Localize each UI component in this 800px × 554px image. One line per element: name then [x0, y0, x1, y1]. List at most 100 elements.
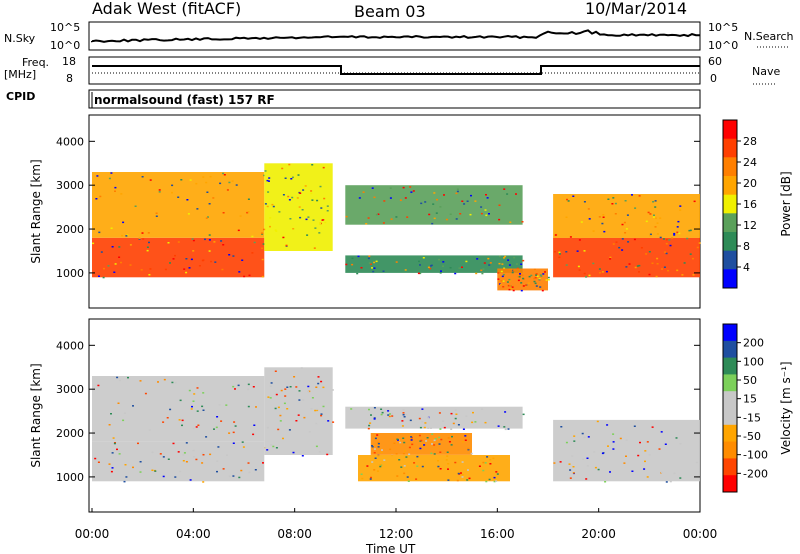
velocity-speckle — [646, 476, 649, 478]
power-region-4 — [345, 255, 523, 273]
power-speckle — [683, 262, 686, 264]
power-speckle — [427, 266, 430, 269]
velocity-speckle — [270, 444, 273, 446]
velocity-speckle — [427, 417, 430, 419]
power-speckle — [377, 213, 380, 215]
power-colorbar-label: 24 — [743, 156, 757, 169]
velocity-speckle — [604, 481, 607, 483]
power-speckle — [649, 213, 652, 215]
power-speckle — [442, 265, 444, 267]
power-speckle — [475, 272, 478, 275]
power-speckle — [645, 220, 648, 223]
velocity-speckle — [461, 476, 464, 478]
power-speckle — [499, 283, 502, 286]
velocity-speckle — [439, 451, 442, 453]
velocity-speckle — [379, 464, 382, 466]
velocity-speckle — [410, 439, 413, 441]
velocity-speckle — [247, 462, 250, 464]
velocity-speckle — [267, 396, 270, 398]
power-speckle — [602, 216, 605, 218]
power-colorbar-segment — [723, 250, 737, 270]
power-speckle — [389, 197, 392, 199]
velocity-speckle — [202, 409, 205, 411]
power-speckle — [238, 271, 241, 273]
velocity-speckle — [216, 460, 219, 462]
velocity-speckle — [393, 442, 396, 444]
power-speckle — [321, 219, 324, 221]
velocity-speckle — [408, 446, 411, 449]
power-speckle — [311, 199, 314, 201]
power-speckle — [399, 199, 402, 201]
power-speckle — [232, 255, 235, 257]
velocity-ytick-label: 1000 — [56, 471, 84, 484]
power-speckle — [198, 265, 201, 267]
power-speckle — [122, 221, 125, 224]
power-speckle — [679, 205, 682, 207]
velocity-speckle — [179, 470, 182, 473]
velocity-speckle — [660, 471, 663, 474]
velocity-region-2 — [264, 367, 333, 455]
velocity-speckle — [368, 408, 370, 411]
velocity-speckle — [108, 463, 111, 465]
power-speckle — [371, 187, 374, 189]
velocity-speckle — [94, 457, 97, 460]
velocity-speckle — [609, 471, 611, 473]
velocity-speckle — [461, 441, 464, 443]
velocity-speckle — [366, 465, 369, 467]
velocity-speckle — [421, 444, 424, 447]
velocity-speckle — [437, 460, 439, 462]
velocity-speckle — [178, 419, 181, 421]
power-speckle — [503, 257, 505, 259]
velocity-speckle — [233, 421, 236, 423]
x-tick-label: 12:00 — [379, 527, 414, 541]
power-colorbar-segment — [723, 232, 737, 252]
power-speckle — [585, 276, 588, 278]
velocity-speckle — [122, 419, 125, 422]
nsky-strip-frame — [88, 21, 701, 51]
velocity-speckle — [371, 445, 373, 447]
nave-tick-top: 60 — [708, 55, 722, 68]
velocity-speckle — [448, 441, 451, 443]
power-speckle — [500, 270, 503, 273]
velocity-speckle — [493, 480, 496, 483]
velocity-speckle — [495, 480, 498, 482]
velocity-speckle — [695, 461, 698, 464]
velocity-speckle — [679, 443, 682, 445]
power-colorbar-segment — [723, 213, 737, 233]
velocity-colorbar-segment — [723, 475, 737, 493]
power-colorbar-segment — [723, 176, 737, 196]
power-speckle — [461, 266, 463, 268]
power-colorbar-label: 28 — [743, 135, 757, 148]
power-speckle — [601, 271, 604, 273]
power-speckle — [503, 267, 506, 270]
power-speckle — [248, 274, 251, 277]
velocity-speckle — [419, 447, 422, 450]
velocity-colorbar-label: -15 — [743, 411, 761, 424]
velocity-speckle — [124, 464, 127, 466]
power-speckle — [498, 204, 501, 206]
velocity-speckle — [275, 393, 278, 396]
velocity-speckle — [445, 459, 448, 461]
power-speckle — [502, 280, 505, 282]
power-speckle — [508, 278, 511, 281]
power-speckle — [412, 190, 415, 192]
velocity-speckle — [314, 409, 317, 412]
power-speckle — [692, 257, 694, 260]
power-speckle — [624, 232, 627, 234]
power-speckle — [463, 203, 466, 205]
velocity-speckle — [371, 461, 374, 463]
velocity-colorbar-segment — [723, 424, 737, 443]
velocity-speckle — [307, 385, 310, 388]
velocity-speckle — [593, 451, 596, 453]
date-title: 10/Mar/2014 — [585, 0, 687, 18]
velocity-colorbar-label: 15 — [743, 393, 757, 406]
velocity-speckle — [433, 453, 436, 455]
velocity-speckle — [466, 479, 469, 481]
power-speckle — [545, 279, 548, 281]
power-speckle — [431, 222, 434, 225]
power-speckle — [261, 233, 264, 235]
power-speckle — [282, 236, 285, 239]
power-speckle — [318, 232, 321, 234]
velocity-speckle — [289, 386, 292, 388]
